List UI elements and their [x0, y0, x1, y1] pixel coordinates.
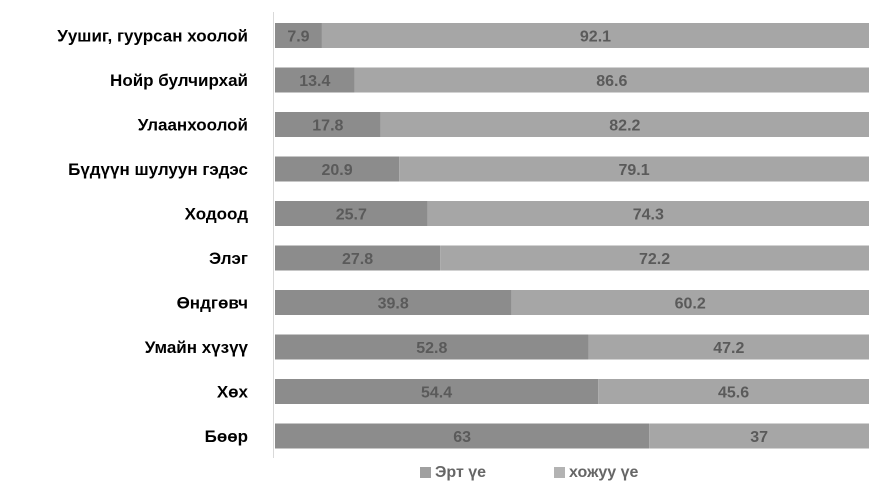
data-label: 63	[453, 429, 471, 446]
legend-label-series-1: Эрт үе	[435, 464, 486, 481]
bar-segment-series-1	[275, 245, 441, 271]
data-label: 13.4	[299, 73, 330, 90]
data-label: 79.1	[619, 162, 650, 179]
legend-swatch-series-1	[420, 467, 431, 478]
data-label: 74.3	[633, 207, 664, 224]
data-label: 25.7	[336, 207, 367, 224]
data-label: 72.2	[639, 251, 670, 268]
category-label: Бөөр	[205, 427, 248, 446]
category-label: Улаанхоолой	[138, 116, 248, 135]
bar-segment-series-2	[354, 67, 869, 93]
bar-segment-series-2	[511, 290, 869, 315]
bar-segment-series-1	[275, 201, 428, 226]
bar-segment-series-1	[275, 423, 650, 449]
data-label: 7.9	[287, 29, 309, 46]
category-label: Бүдүүн шулуун гэдэс	[68, 160, 248, 179]
bar-segment-series-2	[399, 156, 869, 182]
data-label: 20.9	[322, 162, 353, 179]
bar-segment-series-2	[598, 379, 869, 404]
category-label: Уушиг, гуурсан хоолой	[57, 27, 248, 46]
data-label: 54.4	[421, 385, 452, 402]
bar-segment-series-2	[440, 245, 869, 271]
data-label: 47.2	[713, 340, 744, 357]
category-label: Элэг	[209, 249, 248, 268]
category-label: Ходоод	[185, 205, 249, 224]
data-label: 39.8	[378, 296, 409, 313]
bar-segment-series-2	[321, 23, 869, 48]
data-label: 82.2	[609, 118, 640, 135]
bar-segment-series-1	[275, 156, 400, 182]
bar-segment-series-1	[275, 67, 355, 93]
data-label: 45.6	[718, 385, 749, 402]
data-label: 52.8	[416, 340, 447, 357]
data-label: 17.8	[312, 118, 343, 135]
category-label: Хөх	[217, 383, 249, 402]
bar-segment-series-1	[275, 112, 381, 137]
bar-segment-series-1	[275, 290, 512, 315]
data-label: 37	[750, 429, 768, 446]
bar-segment-series-2	[427, 201, 869, 226]
category-label: Нойр булчирхай	[110, 71, 248, 90]
category-label: Өндгөвч	[177, 294, 248, 313]
category-labels-group: Уушиг, гуурсан хоолой Нойр булчирхай Улаан…	[57, 27, 248, 447]
data-label: 27.8	[342, 251, 373, 268]
bar-segment-series-1	[275, 23, 322, 48]
bar-segment-series-1	[275, 334, 589, 360]
data-label: 92.1	[580, 29, 611, 46]
data-label: 86.6	[596, 73, 627, 90]
legend-swatch-series-2	[554, 467, 565, 478]
bar-segment-series-2	[649, 423, 869, 449]
bar-segment-series-1	[275, 379, 599, 404]
bars-group: 7.9 92.1 13.4 86.6 17.8 82.2 20.9 79.1 25.7 74.3 2…	[275, 23, 869, 449]
legend-label-series-2: хожуу үе	[569, 464, 639, 481]
data-label: 60.2	[675, 296, 706, 313]
bar-segment-series-2	[380, 112, 869, 137]
bar-segment-series-2	[588, 334, 869, 360]
legend: Эрт үе хожуу үе	[420, 464, 639, 481]
category-label: Умайн хүзүү	[145, 338, 249, 357]
